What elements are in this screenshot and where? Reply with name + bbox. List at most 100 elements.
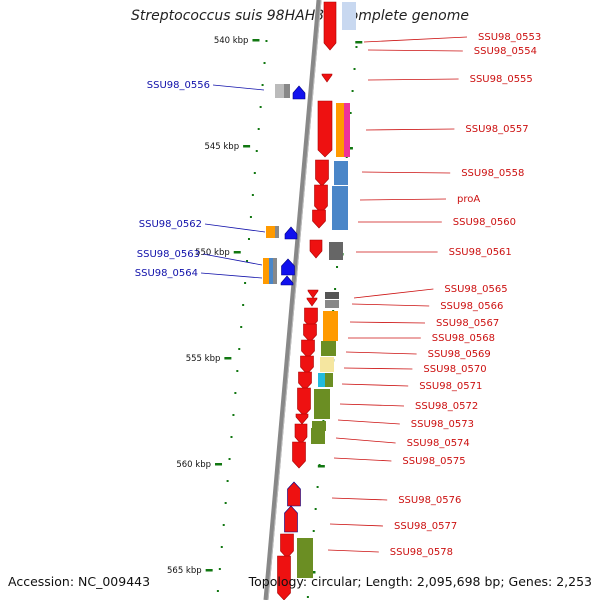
gene-label[interactable]: SSU98_0571	[419, 381, 482, 392]
grid-dot	[236, 370, 239, 372]
leader-line	[351, 303, 430, 307]
gene-0578	[280, 533, 294, 559]
gene-label[interactable]: SSU98_0565	[444, 284, 507, 295]
gene-0558	[315, 159, 329, 187]
grid-dot	[355, 46, 358, 48]
grid-dot	[334, 288, 337, 290]
gene-0572	[297, 387, 311, 417]
domain-bar	[334, 161, 348, 185]
gene-0562	[284, 226, 298, 240]
tick-mark	[233, 251, 241, 254]
gene-0570	[300, 355, 314, 375]
grid-dot	[234, 392, 237, 394]
domain-bar	[273, 258, 277, 284]
gene-label[interactable]: SSU98_0572	[415, 401, 478, 412]
gene-label[interactable]: SSU98_0558	[461, 168, 524, 179]
gene-0555	[321, 73, 333, 83]
grid-dot	[242, 304, 245, 306]
gene-label[interactable]: SSU98_0569	[428, 349, 491, 360]
domain-bar	[336, 103, 344, 157]
tick-label: 555 kbp	[186, 354, 221, 364]
domain-bar	[320, 357, 334, 372]
gene-label[interactable]: SSU98_0576	[398, 495, 461, 506]
grid-dot	[265, 40, 268, 42]
gene-label[interactable]: SSU98_0561	[449, 247, 512, 258]
grid-dot	[246, 260, 249, 262]
gene-label[interactable]: SSU98_0570	[423, 364, 486, 375]
gene-label[interactable]: SSU98_0578	[390, 547, 453, 558]
gene-label[interactable]: SSU98_0557	[465, 124, 528, 135]
grid-dot	[336, 266, 339, 268]
grid-dot	[238, 348, 241, 350]
grid-dot	[220, 546, 223, 548]
gene-0571	[298, 371, 312, 391]
gene-0566	[306, 297, 318, 307]
leader-line	[337, 419, 400, 425]
leader-line	[353, 288, 434, 299]
leader-line	[331, 497, 388, 501]
gene-label[interactable]: SSU98_0553	[478, 32, 541, 43]
gene-0564	[280, 275, 294, 286]
gene-label[interactable]: SSU98_0566	[440, 301, 503, 312]
backbone-highlight	[267, 0, 322, 600]
domain-bar	[342, 2, 356, 30]
genome-summary: Topology: circular; Length: 2,095,698 bp…	[248, 574, 592, 589]
leader-line	[335, 437, 396, 444]
grid-dot	[230, 436, 233, 438]
domain-bar	[329, 242, 343, 260]
domain-bar	[311, 428, 325, 444]
gene-label[interactable]: SSU98_0563	[137, 249, 200, 260]
gene-label[interactable]: SSU98_0567	[436, 318, 499, 329]
gene-label[interactable]: SSU98_0574	[407, 438, 470, 449]
leader-line	[204, 223, 266, 233]
grid-dot	[353, 68, 356, 70]
leader-line	[365, 128, 455, 131]
gene-features[interactable]	[263, 1, 356, 600]
gene-label[interactable]: SSU98_0575	[402, 456, 465, 467]
leader-line	[361, 171, 451, 174]
right-labels[interactable]: SSU98_0553 SSU98_0554 SSU98_0555 SSU98_0557…	[327, 32, 541, 558]
leader-line	[343, 367, 413, 370]
gene-label[interactable]: SSU98_0564	[135, 268, 198, 279]
leader-line	[329, 523, 384, 527]
grid-dot	[247, 238, 250, 240]
grid-dot	[351, 90, 354, 92]
gene-0573	[295, 413, 309, 425]
grid-dot	[232, 414, 235, 416]
grid-dot	[314, 508, 317, 510]
gene-label[interactable]: SSU98_0554	[474, 46, 537, 57]
gene-label[interactable]: SSU98_0577	[394, 521, 457, 532]
gene-label[interactable]: SSU98_0562	[139, 219, 202, 230]
grid-dot	[240, 326, 243, 328]
leader-line	[345, 351, 417, 355]
gene-0568	[303, 323, 317, 343]
gene-label[interactable]: SSU98_0573	[411, 419, 474, 430]
grid-dot	[259, 106, 262, 108]
tick-mark	[215, 463, 223, 466]
leader-line	[339, 403, 405, 407]
leader-line	[367, 49, 463, 52]
leader-line	[333, 457, 392, 462]
domain-bar	[325, 300, 339, 308]
grid-dot	[249, 216, 252, 218]
leader-line	[367, 78, 459, 81]
gene-label[interactable]: SSU98_0555	[470, 74, 533, 85]
gene-label[interactable]: SSU98_0568	[432, 333, 495, 344]
gene-0579	[277, 555, 291, 600]
gene-0563	[281, 258, 295, 276]
grid-dot	[228, 458, 231, 460]
backbone-line	[263, 0, 322, 600]
grid-dot	[244, 282, 247, 284]
domain-bar	[332, 186, 348, 230]
gene-label[interactable]: proA	[457, 194, 480, 205]
tick-mark	[205, 569, 213, 572]
gene-label[interactable]: SSU98_0560	[453, 217, 516, 228]
gene-0575	[292, 441, 306, 469]
gene-0569	[301, 339, 315, 359]
gene-0556	[292, 85, 306, 100]
gene-label[interactable]: SSU98_0556	[147, 80, 210, 91]
leader-line	[327, 549, 379, 553]
tick-label: 565 kbp	[167, 566, 202, 576]
left-labels[interactable]: SSU98_0556 SSU98_0562 SSU98_0563 SSU98_0564	[135, 80, 266, 279]
